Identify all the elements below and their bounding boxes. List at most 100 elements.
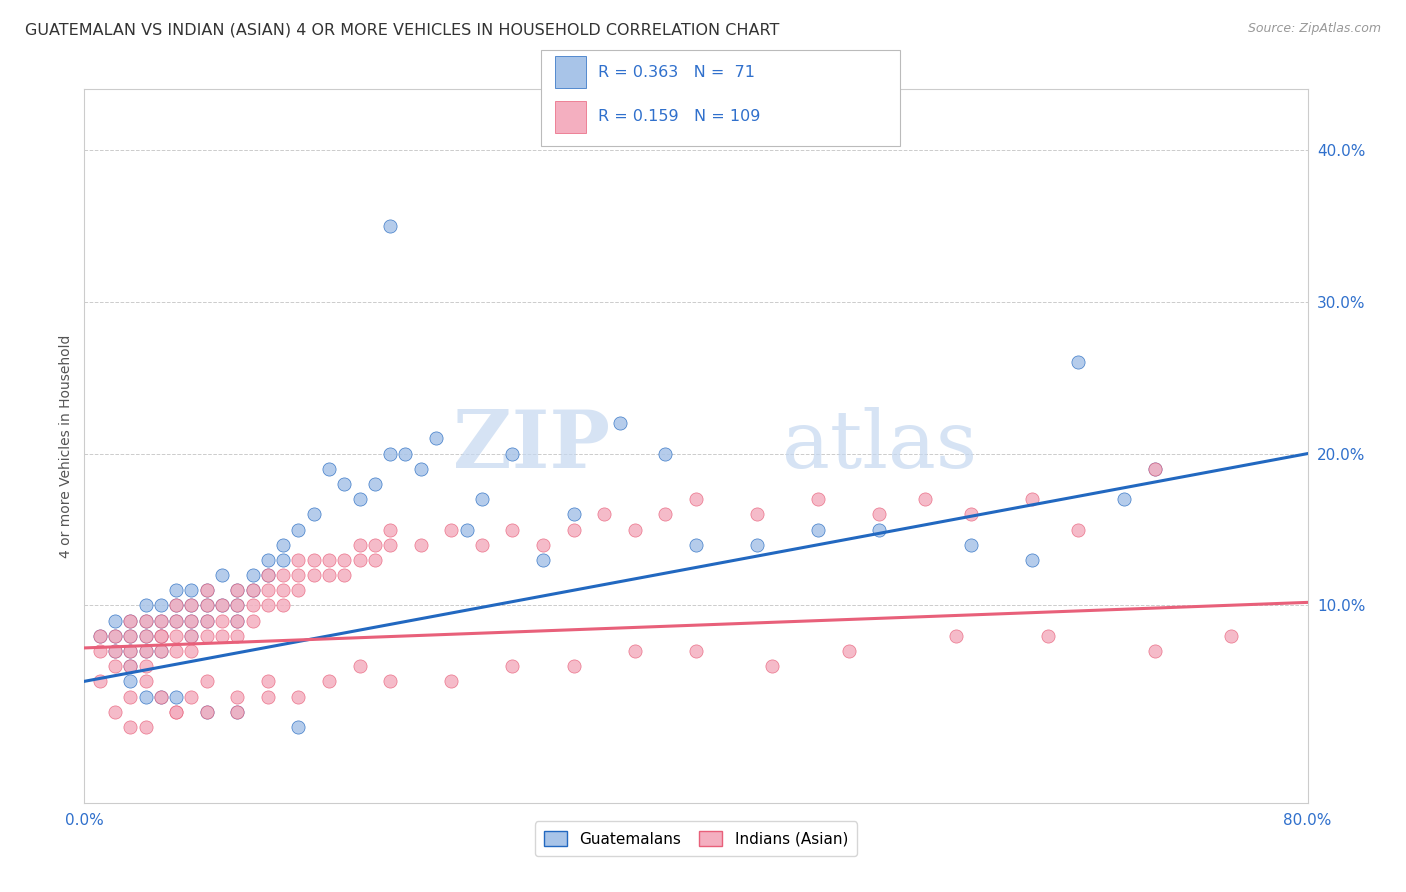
Point (1021, 492, 1043, 507)
Point (624, 644, 647, 658)
Point (135, 659, 157, 673)
Point (226, 614, 249, 628)
Point (654, 508, 676, 522)
Point (502, 523, 524, 537)
Point (165, 705, 187, 719)
Text: ZIP: ZIP (453, 407, 610, 485)
Point (960, 508, 983, 522)
Point (562, 659, 585, 673)
Point (257, 599, 280, 613)
Point (409, 538, 432, 552)
Point (1021, 553, 1043, 567)
Point (271, 583, 294, 598)
Point (149, 644, 172, 658)
Point (440, 523, 463, 537)
Point (165, 614, 187, 628)
Point (242, 583, 264, 598)
Point (211, 599, 233, 613)
Point (333, 553, 356, 567)
Point (104, 629, 127, 643)
Point (914, 492, 936, 507)
Point (195, 705, 218, 719)
Point (135, 599, 157, 613)
Point (226, 583, 249, 598)
Point (287, 523, 309, 537)
Point (120, 690, 142, 704)
Point (1143, 462, 1166, 476)
Point (89, 629, 111, 643)
Point (195, 583, 218, 598)
Point (165, 644, 187, 658)
Point (1143, 644, 1166, 658)
Point (1143, 462, 1166, 476)
Point (257, 690, 280, 704)
Point (180, 614, 202, 628)
Point (195, 629, 218, 643)
Point (425, 431, 447, 445)
Point (89, 644, 111, 658)
Point (226, 599, 249, 613)
Point (211, 629, 233, 643)
Point (135, 644, 157, 658)
Point (531, 553, 554, 567)
Point (211, 614, 233, 628)
Point (104, 614, 127, 628)
Point (747, 508, 769, 522)
Point (226, 705, 249, 719)
Point (165, 690, 187, 704)
Point (120, 659, 142, 673)
Point (318, 553, 340, 567)
Point (869, 523, 891, 537)
Point (287, 568, 309, 582)
Point (257, 553, 280, 567)
Point (242, 614, 264, 628)
Point (149, 690, 172, 704)
Point (1067, 523, 1090, 537)
Point (226, 629, 249, 643)
Point (165, 705, 187, 719)
Point (302, 553, 325, 567)
Point (211, 568, 233, 582)
Point (380, 447, 402, 461)
Point (287, 583, 309, 598)
Point (149, 629, 172, 643)
Point (89, 629, 111, 643)
Point (120, 614, 142, 628)
Point (838, 644, 860, 658)
Point (1114, 492, 1136, 507)
Point (685, 538, 707, 552)
Point (960, 538, 983, 552)
Point (257, 568, 280, 582)
Point (180, 690, 202, 704)
Point (609, 416, 631, 430)
Point (685, 492, 707, 507)
Point (135, 629, 157, 643)
Point (364, 538, 387, 552)
Point (409, 462, 432, 476)
Point (271, 568, 294, 582)
Point (165, 599, 187, 613)
Text: R = 0.363   N =  71: R = 0.363 N = 71 (598, 65, 755, 80)
Point (195, 614, 218, 628)
Point (242, 568, 264, 582)
Point (685, 644, 707, 658)
Point (471, 538, 494, 552)
Point (195, 583, 218, 598)
Point (440, 674, 463, 689)
Point (349, 492, 371, 507)
Point (180, 629, 202, 643)
Point (456, 523, 478, 537)
Legend: Guatemalans, Indians (Asian): Guatemalans, Indians (Asian) (534, 822, 858, 855)
Point (149, 614, 172, 628)
Point (195, 599, 218, 613)
Point (945, 629, 967, 643)
Point (287, 553, 309, 567)
Point (104, 659, 127, 673)
Point (149, 629, 172, 643)
Point (380, 523, 402, 537)
Point (211, 599, 233, 613)
Point (120, 720, 142, 734)
Point (654, 447, 676, 461)
Text: atlas: atlas (782, 407, 977, 485)
Point (180, 614, 202, 628)
